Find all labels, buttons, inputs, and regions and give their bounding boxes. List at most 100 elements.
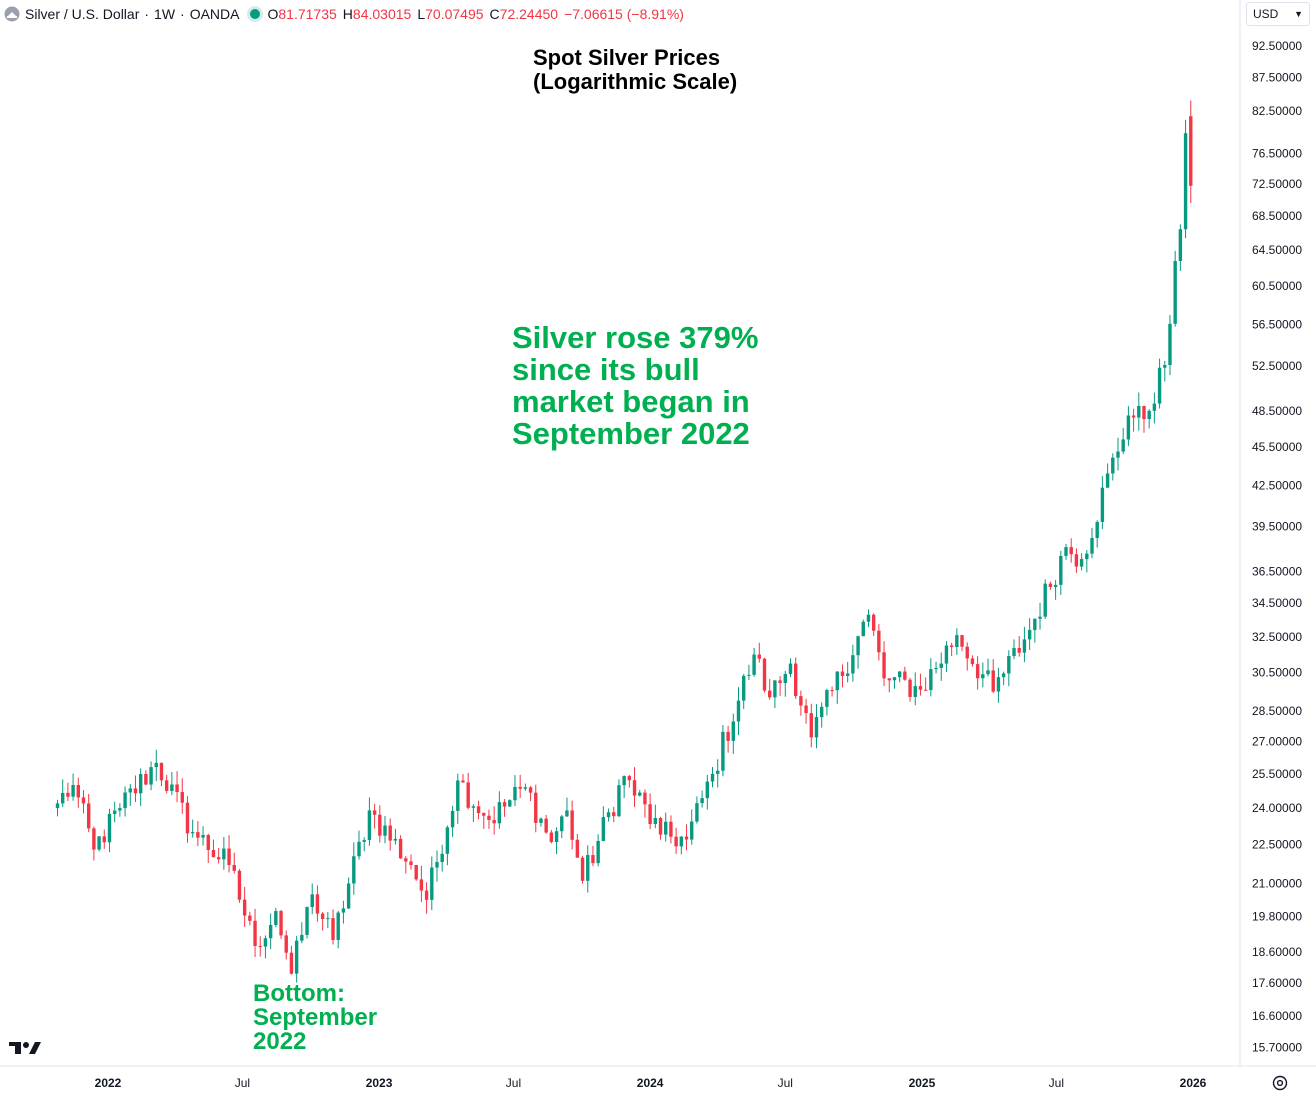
candle-body — [445, 827, 450, 854]
time-axis[interactable]: 2022 Jul 2023 Jul 2024 Jul 2025 Jul 2026 — [95, 1076, 1207, 1090]
candle-body — [1090, 537, 1094, 554]
candles-group — [55, 100, 1193, 983]
candle-body — [705, 781, 710, 799]
candle-body — [154, 762, 158, 768]
candle-body — [1116, 451, 1120, 458]
candle-body — [435, 862, 439, 868]
candle-body — [617, 785, 621, 817]
price-tick-label: 42.50000 — [1252, 478, 1302, 492]
candle-body — [164, 780, 169, 791]
high-value: 84.03015 — [352, 6, 412, 22]
time-tick-label: 2022 — [95, 1076, 122, 1090]
close-label: C — [489, 6, 500, 22]
candle-body — [586, 855, 590, 881]
candle-body — [788, 663, 793, 674]
candle-body — [331, 918, 335, 940]
candle-body — [814, 717, 819, 738]
candle-body — [965, 646, 969, 659]
candle-body — [201, 835, 205, 838]
candle-body — [357, 841, 361, 857]
candle-body — [736, 700, 741, 722]
candle-body — [404, 858, 408, 862]
gear-icon[interactable] — [1271, 1074, 1289, 1092]
candle-body — [845, 673, 850, 676]
candle-body — [466, 782, 470, 808]
candle-body — [643, 792, 647, 805]
candle-body — [762, 658, 767, 691]
symbol-header: Silver / U.S. Dollar · 1W · OANDA O 81.71… — [4, 0, 684, 28]
candle-body — [726, 731, 730, 741]
candle-body — [211, 849, 216, 858]
candle-body — [86, 803, 91, 829]
candle-body — [476, 806, 481, 814]
candle-body — [731, 721, 736, 741]
candle-body — [1012, 647, 1016, 657]
candle-body — [289, 952, 294, 974]
price-tick-label: 25.50000 — [1252, 767, 1302, 781]
candle-body — [804, 705, 808, 714]
candle-body — [549, 832, 554, 843]
candle-body — [196, 832, 200, 838]
candle-body — [783, 673, 787, 684]
annotation-line: 2022 — [253, 1028, 307, 1055]
candle-body — [1033, 618, 1037, 630]
candle-body — [1059, 555, 1063, 585]
candle-body — [658, 818, 663, 835]
candle-body — [1027, 629, 1032, 640]
candle-body — [159, 762, 164, 781]
candle-body — [419, 879, 424, 891]
candle-body — [591, 855, 595, 864]
price-tick-label: 52.50000 — [1252, 359, 1302, 373]
price-tick-label: 56.50000 — [1252, 318, 1302, 332]
candle-body — [336, 912, 340, 940]
time-tick-label: Jul — [506, 1076, 521, 1090]
candle-body — [216, 857, 221, 860]
candle-body — [944, 645, 949, 664]
candle-body — [840, 671, 845, 676]
candle-body — [430, 867, 434, 900]
time-tick-label: 2023 — [366, 1076, 393, 1090]
candle-body — [367, 810, 372, 841]
candle-body — [887, 678, 891, 681]
currency-selector[interactable]: USD ▼ — [1246, 2, 1310, 26]
price-tick-label: 17.60000 — [1252, 976, 1302, 990]
candle-body — [1189, 116, 1193, 186]
candle-body — [409, 861, 413, 865]
tradingview-logo-icon[interactable] — [9, 1040, 41, 1056]
candle-body — [601, 817, 606, 841]
candle-body — [305, 907, 309, 935]
chart-title-line: (Logarithmic Scale) — [533, 69, 738, 94]
candle-body — [398, 838, 403, 859]
candle-body — [372, 810, 377, 815]
candle-body — [206, 835, 210, 850]
candle-body — [544, 818, 548, 833]
candle-body — [55, 803, 60, 809]
candle-body — [918, 686, 923, 690]
candle-body — [960, 635, 964, 647]
candle-body — [1064, 547, 1068, 556]
data-source: OANDA — [189, 6, 240, 22]
candle-body — [362, 840, 366, 842]
price-axis[interactable]: 92.50000 87.50000 82.50000 76.50000 72.50000… — [1252, 39, 1302, 1054]
symbol-name[interactable]: Silver / U.S. Dollar — [25, 6, 140, 22]
candle-body — [482, 813, 486, 816]
candle-body — [752, 654, 756, 675]
interval[interactable]: 1W — [154, 6, 176, 22]
candle-body — [107, 813, 112, 843]
candle-body — [393, 838, 398, 841]
candle-body — [180, 792, 184, 803]
candle-body — [778, 680, 782, 684]
candle-body — [175, 784, 179, 793]
candle-body — [492, 819, 496, 824]
candle-body — [456, 780, 460, 811]
candle-body — [118, 808, 122, 811]
candle-body — [991, 670, 995, 692]
candle-body — [315, 894, 320, 914]
candle-body — [684, 836, 689, 840]
time-tick-label: 2025 — [909, 1076, 936, 1090]
candle-body — [284, 935, 288, 953]
price-tick-label: 64.50000 — [1252, 243, 1302, 257]
candle-body — [825, 690, 829, 707]
candle-body — [1173, 260, 1177, 324]
